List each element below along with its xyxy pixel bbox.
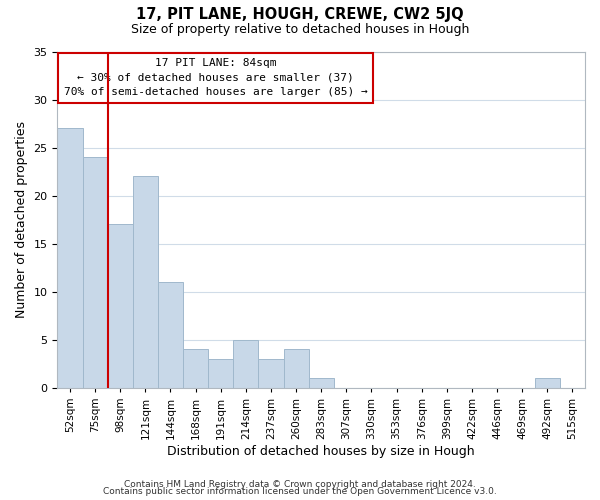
Bar [259,359,284,388]
Bar [535,378,560,388]
Bar [83,157,107,388]
Text: Contains public sector information licensed under the Open Government Licence v3: Contains public sector information licen… [103,487,497,496]
Bar [133,176,158,388]
Bar [208,359,233,388]
Bar [107,224,133,388]
Text: 17 PIT LANE: 84sqm
← 30% of detached houses are smaller (37)
70% of semi-detache: 17 PIT LANE: 84sqm ← 30% of detached hou… [64,58,368,97]
Bar [308,378,334,388]
Bar [58,128,83,388]
Text: Contains HM Land Registry data © Crown copyright and database right 2024.: Contains HM Land Registry data © Crown c… [124,480,476,489]
Bar [233,340,259,388]
Y-axis label: Number of detached properties: Number of detached properties [15,121,28,318]
X-axis label: Distribution of detached houses by size in Hough: Distribution of detached houses by size … [167,444,475,458]
Bar [284,350,308,388]
Bar [158,282,183,388]
Bar [183,350,208,388]
Text: Size of property relative to detached houses in Hough: Size of property relative to detached ho… [131,22,469,36]
Text: 17, PIT LANE, HOUGH, CREWE, CW2 5JQ: 17, PIT LANE, HOUGH, CREWE, CW2 5JQ [136,8,464,22]
